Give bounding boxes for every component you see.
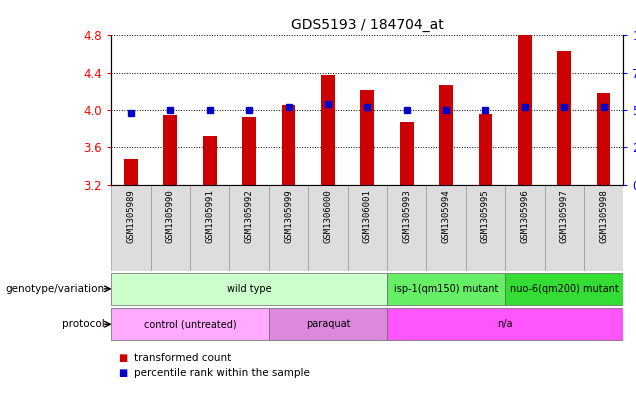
Bar — [163, 115, 177, 185]
Bar — [505, 273, 623, 305]
Text: GSM1305996: GSM1305996 — [520, 189, 529, 243]
Text: wild type: wild type — [227, 284, 272, 294]
Bar — [466, 185, 505, 271]
Text: GSM1305999: GSM1305999 — [284, 189, 293, 243]
Bar — [190, 185, 230, 271]
Bar — [361, 90, 374, 185]
Bar — [269, 308, 387, 340]
Bar — [151, 185, 190, 271]
Text: genotype/variation: genotype/variation — [6, 284, 105, 294]
Bar — [387, 185, 426, 271]
Title: GDS5193 / 184704_at: GDS5193 / 184704_at — [291, 18, 444, 31]
Text: GSM1305998: GSM1305998 — [599, 189, 608, 243]
Text: paraquat: paraquat — [306, 319, 350, 329]
Text: protocol: protocol — [62, 319, 105, 329]
Bar — [321, 75, 335, 185]
Text: GSM1305995: GSM1305995 — [481, 189, 490, 243]
Bar — [348, 185, 387, 271]
Bar — [282, 105, 295, 185]
Bar — [203, 136, 217, 185]
Bar — [505, 185, 544, 271]
Text: n/a: n/a — [497, 319, 513, 329]
Text: GSM1305997: GSM1305997 — [560, 189, 569, 243]
Bar — [111, 185, 151, 271]
Bar — [400, 122, 413, 185]
Bar — [478, 114, 492, 185]
Text: GSM1305990: GSM1305990 — [166, 189, 175, 243]
Bar — [439, 85, 453, 185]
Text: GSM1305992: GSM1305992 — [245, 189, 254, 243]
Text: GSM1305994: GSM1305994 — [441, 189, 450, 243]
Text: nuo-6(qm200) mutant: nuo-6(qm200) mutant — [510, 284, 619, 294]
Text: GSM1305991: GSM1305991 — [205, 189, 214, 243]
Bar — [242, 117, 256, 185]
Bar — [269, 185, 308, 271]
Bar — [308, 185, 348, 271]
Bar — [518, 35, 532, 185]
Bar — [584, 185, 623, 271]
Bar — [544, 185, 584, 271]
Text: ■: ■ — [118, 368, 127, 378]
Text: GSM1306001: GSM1306001 — [363, 189, 372, 243]
Bar — [387, 308, 623, 340]
Bar — [557, 51, 571, 185]
Text: transformed count: transformed count — [134, 353, 231, 363]
Bar — [426, 185, 466, 271]
Bar — [387, 273, 505, 305]
Bar — [124, 158, 138, 185]
Bar — [111, 273, 387, 305]
Text: GSM1306000: GSM1306000 — [324, 189, 333, 243]
Text: isp-1(qm150) mutant: isp-1(qm150) mutant — [394, 284, 498, 294]
Bar — [597, 93, 611, 185]
Bar — [230, 185, 269, 271]
Text: GSM1305989: GSM1305989 — [127, 189, 135, 243]
Text: control (untreated): control (untreated) — [144, 319, 237, 329]
Text: percentile rank within the sample: percentile rank within the sample — [134, 368, 310, 378]
Text: GSM1305993: GSM1305993 — [402, 189, 411, 243]
Text: ■: ■ — [118, 353, 127, 363]
Bar — [111, 308, 269, 340]
